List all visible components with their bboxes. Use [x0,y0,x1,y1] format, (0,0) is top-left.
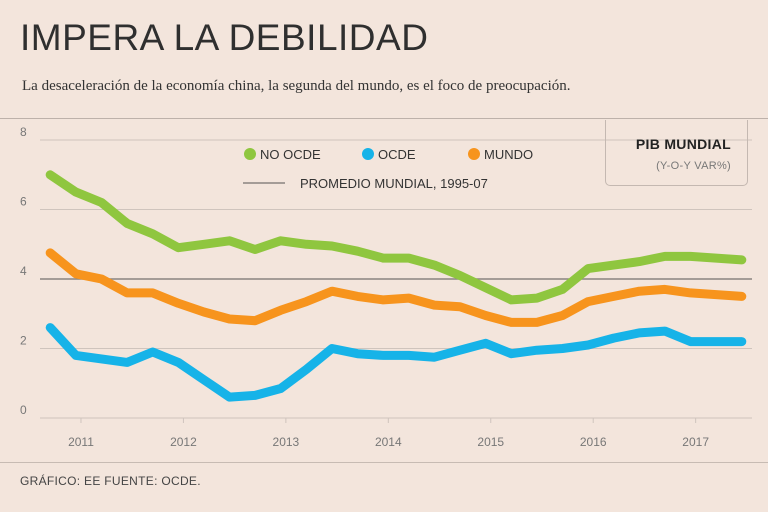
y-tick-label-8: 8 [20,125,27,139]
x-tick-label-2012: 2012 [170,435,197,449]
legend-marker-ocde [362,148,374,160]
pib-mundial-box: PIB MUNDIAL (Y-O-Y VAR%) [605,120,748,186]
footer-divider [0,462,768,463]
legend-label-mundo: MUNDO [484,147,533,162]
legend-marker-mundo [468,148,480,160]
x-tick-label-2013: 2013 [273,435,300,449]
series-lines [45,170,747,402]
x-tick-label-2011: 2011 [68,435,94,449]
x-tick-label-2017: 2017 [682,435,709,449]
pib-title: PIB MUNDIAL [635,136,731,152]
x-tick-label-2015: 2015 [477,435,504,449]
page-subtitle: La desaceleración de la economía china, … [22,78,571,94]
series-line-mundo [45,248,747,327]
source-credit: GRÁFICO: EE FUENTE: OCDE. [20,474,201,488]
legend-marker-no-ocde [244,148,256,160]
pib-subtitle: (Y-O-Y VAR%) [656,160,731,172]
legend-label-promedio: PROMEDIO MUNDIAL, 1995-07 [300,176,488,191]
x-tick-label-2016: 2016 [580,435,607,449]
series-line-ocde [45,323,747,402]
header-divider [0,118,768,119]
x-tick-label-2014: 2014 [375,435,402,449]
y-tick-label-4: 4 [20,264,27,278]
legend-label-no-ocde: NO OCDE [260,147,321,162]
y-tick-label-6: 6 [20,195,27,209]
legend-label-ocde: OCDE [378,147,416,162]
page-title: IMPERA LA DEBILIDAD [20,17,429,58]
y-tick-label-0: 0 [20,403,27,417]
chart-legend: NO OCDE OCDE MUNDO PROMEDIO MUNDIAL, 1995-0… [243,147,533,191]
series-line-no-ocde [45,170,747,305]
grid-lines [40,139,752,423]
axis-labels: 0 2 4 6 8 2011 2012 2013 2014 2015 2016 2017 [20,125,709,449]
y-tick-label-2: 2 [20,334,27,348]
